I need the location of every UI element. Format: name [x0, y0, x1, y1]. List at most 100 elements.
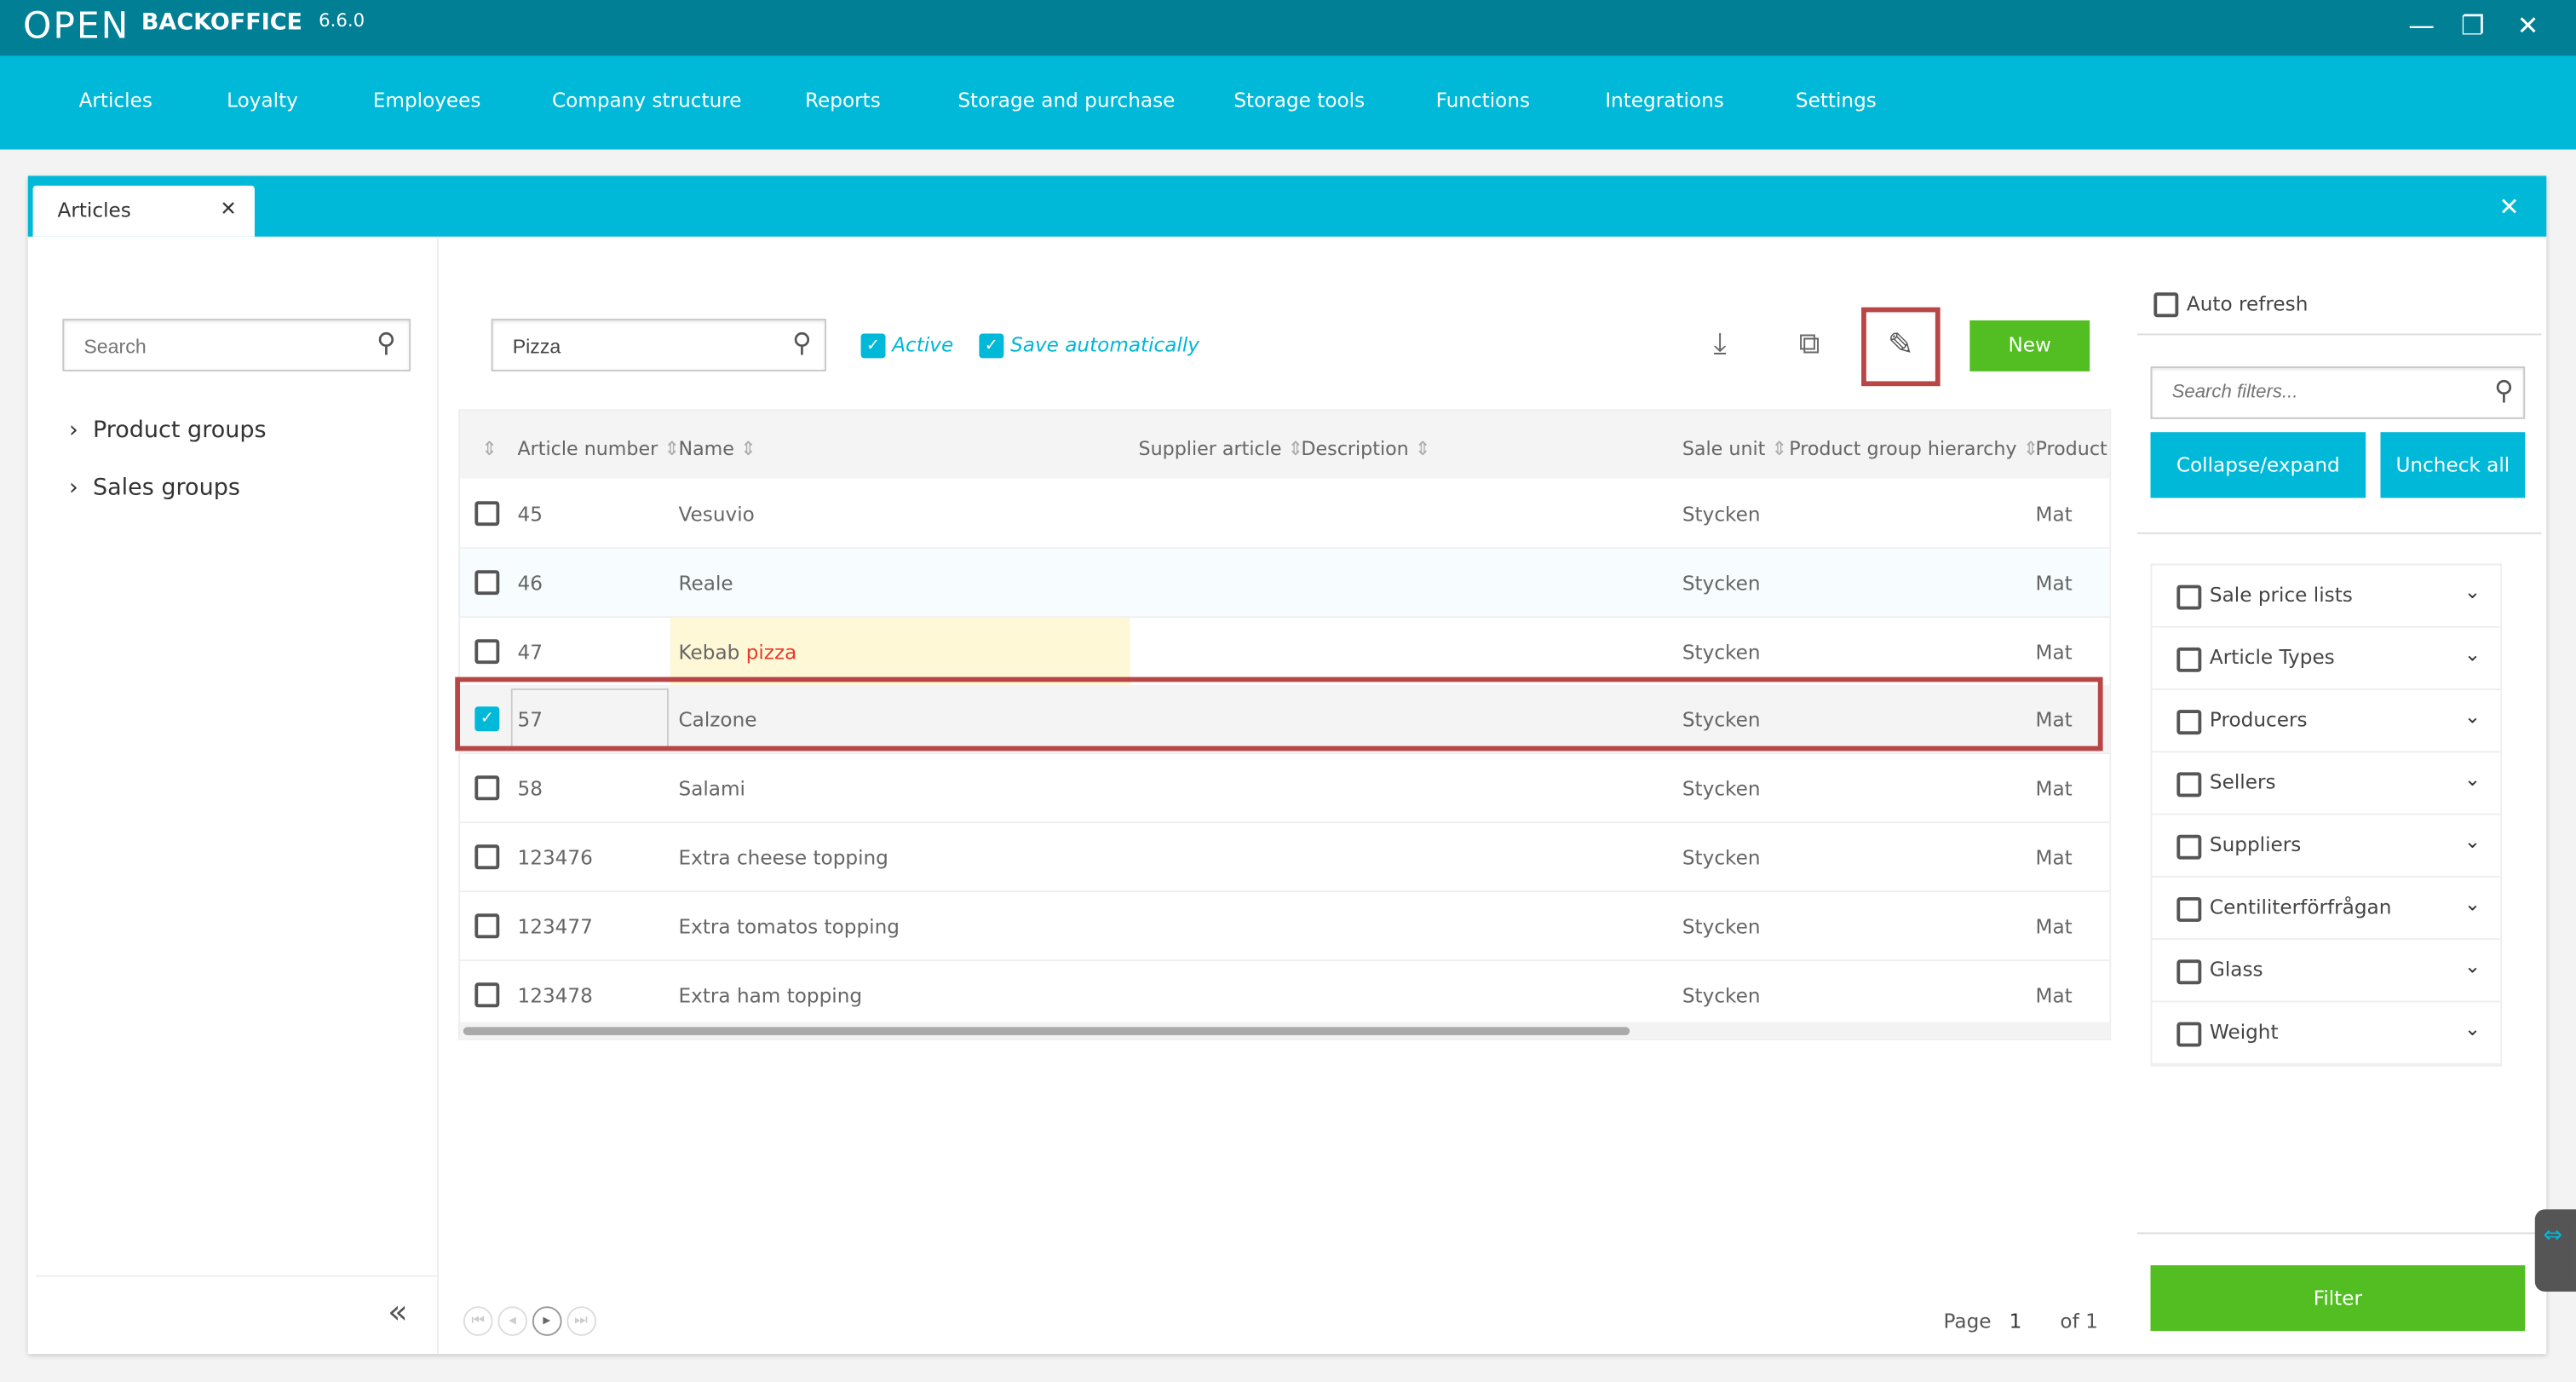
filter-checkbox[interactable]	[2176, 647, 2202, 672]
row-checkbox[interactable]: ✓	[474, 707, 500, 732]
row-checkbox[interactable]	[474, 569, 500, 595]
table-row[interactable]: 46 Reale Stycken Mat	[459, 548, 2110, 618]
filter-search-input[interactable]	[2168, 381, 2471, 405]
uncheck-all-button[interactable]: Uncheck all	[2380, 432, 2526, 498]
horizontal-scrollbar[interactable]	[459, 1022, 2110, 1039]
col-sale-unit[interactable]: Sale unit ⇕	[1682, 436, 1788, 460]
scrollbar-thumb[interactable]	[463, 1027, 1630, 1035]
side-handle[interactable]: ⇔	[2534, 1209, 2576, 1292]
prev-page-button[interactable]: ◂	[497, 1306, 527, 1336]
collapse-expand-button[interactable]: Collapse/expand	[2150, 432, 2366, 498]
chevron-down-icon[interactable]: ⌄	[2464, 767, 2481, 791]
nav-functions[interactable]: Functions	[1435, 89, 1531, 112]
table-row[interactable]: 45 Vesuvio Stycken Mat	[459, 480, 2110, 550]
restore-button[interactable]: ❐	[2460, 9, 2485, 42]
col-product[interactable]: Product	[2035, 436, 2107, 460]
edit-button[interactable]: ✎	[1861, 307, 1941, 387]
table-row[interactable]: 58 Salami Stycken Mat	[459, 754, 2110, 824]
table-row[interactable]: 123476 Extra cheese topping Stycken Mat	[459, 823, 2110, 893]
checkbox-checked[interactable]: ✓	[979, 333, 1004, 359]
filter-group[interactable]: Centiliterförfrågan ⌄	[2152, 878, 2501, 941]
row-checkbox[interactable]	[474, 844, 500, 870]
search-icon[interactable]: ⚲	[2494, 374, 2514, 406]
chevron-down-icon[interactable]: ⌄	[2464, 642, 2481, 666]
filter-group[interactable]: Suppliers ⌄	[2152, 815, 2501, 878]
chevron-down-icon[interactable]: ⌄	[2464, 829, 2481, 853]
download-icon[interactable]: ⤓	[1713, 326, 1727, 362]
panel-close-icon[interactable]: ✕	[2498, 192, 2520, 222]
copy-icon[interactable]: ⧉	[1798, 326, 1820, 362]
filter-checkbox[interactable]	[2176, 584, 2202, 610]
filter-group[interactable]: Glass ⌄	[2152, 940, 2501, 1003]
collapse-sidebar-icon[interactable]: «	[388, 1291, 408, 1332]
chevron-down-icon[interactable]: ⌄	[2464, 705, 2481, 728]
table-row[interactable]: 123478 Extra ham topping Stycken Mat	[459, 960, 2110, 1030]
filter-group[interactable]: Article Types ⌄	[2152, 628, 2501, 690]
chevron-down-icon[interactable]: ⌄	[2464, 954, 2481, 978]
pagination: ⏮ ◂ ▸ ⏭	[463, 1306, 596, 1336]
filter-checkbox[interactable]	[2176, 959, 2202, 985]
filter-group[interactable]: Producers ⌄	[2152, 690, 2501, 753]
filter-group[interactable]: Weight ⌄	[2152, 1002, 2501, 1065]
cell-sale-unit: Stycken	[1682, 708, 1761, 732]
filter-label: Producers	[2209, 708, 2308, 732]
col-name[interactable]: Name ⇕	[678, 436, 756, 460]
filter-checkbox[interactable]	[2176, 1022, 2202, 1047]
new-button[interactable]: New	[1969, 320, 2090, 371]
col-supplier-article[interactable]: Supplier article ⇕	[1138, 436, 1304, 460]
article-search[interactable]: ⚲	[491, 319, 827, 371]
row-checkbox[interactable]	[474, 913, 500, 938]
row-checkbox[interactable]	[474, 775, 500, 801]
nav-articles[interactable]: Articles	[78, 89, 152, 112]
filter-checkbox[interactable]	[2176, 772, 2202, 798]
filter-group[interactable]: Sale price lists ⌄	[2152, 565, 2501, 628]
close-window-button[interactable]: ✕	[2516, 9, 2539, 42]
nav-integrations[interactable]: Integrations	[1605, 89, 1724, 112]
filter-checkbox[interactable]	[2176, 834, 2202, 860]
col-product-group-hierarchy[interactable]: Product group hierarchy ⇕	[1789, 436, 2039, 460]
nav-reports[interactable]: Reports	[804, 89, 881, 112]
chevron-down-icon[interactable]: ⌄	[2464, 1016, 2481, 1040]
search-icon[interactable]: ⚲	[377, 326, 396, 359]
filter-button[interactable]: Filter	[2150, 1264, 2526, 1332]
page-number[interactable]: 1	[2009, 1310, 2022, 1333]
tab-articles[interactable]: Articles ✕	[32, 185, 255, 237]
nav-settings[interactable]: Settings	[1795, 89, 1877, 112]
sidebar-search-input[interactable]	[80, 333, 350, 360]
sidebar-item-product-groups[interactable]: › Product groups	[69, 417, 267, 444]
filter-group[interactable]: Sellers ⌄	[2152, 752, 2501, 815]
table-row[interactable]: 47 Kebab pizza Stycken Mat	[459, 617, 2110, 687]
col-article-number[interactable]: Article number ⇕	[517, 436, 680, 460]
sidebar-item-sales-groups[interactable]: › Sales groups	[69, 475, 240, 501]
chevron-down-icon[interactable]: ⌄	[2464, 579, 2481, 603]
nav-storage-purchase[interactable]: Storage and purchase	[957, 89, 1176, 112]
filter-search[interactable]: ⚲	[2150, 366, 2526, 419]
filter-checkbox[interactable]	[2176, 710, 2202, 735]
next-page-button[interactable]: ▸	[532, 1306, 562, 1336]
nav-loyalty[interactable]: Loyalty	[227, 89, 298, 112]
chevron-down-icon[interactable]: ⌄	[2464, 892, 2481, 916]
sidebar-search[interactable]: ⚲	[62, 319, 411, 371]
first-page-button[interactable]: ⏮	[463, 1306, 493, 1336]
row-checkbox[interactable]	[474, 982, 500, 1007]
checkbox-checked[interactable]: ✓	[860, 333, 886, 359]
col-description[interactable]: Description ⇕	[1301, 436, 1431, 460]
nav-storage-tools[interactable]: Storage tools	[1233, 89, 1366, 112]
cell-product: Mat	[2035, 846, 2073, 870]
table-row[interactable]: ✓ 57 Calzone Stycken Mat	[459, 685, 2110, 755]
filter-checkbox[interactable]	[2176, 896, 2202, 922]
filter-label: Sellers	[2209, 770, 2276, 794]
table-row[interactable]: 123477 Extra tomatos topping Stycken Mat	[459, 891, 2110, 961]
row-checkbox[interactable]	[474, 501, 500, 527]
nav-employees[interactable]: Employees	[372, 89, 481, 112]
checkbox[interactable]	[2153, 292, 2179, 318]
article-search-input[interactable]	[509, 333, 762, 360]
tab-close-icon[interactable]: ✕	[220, 197, 237, 221]
search-icon[interactable]: ⚲	[792, 326, 812, 359]
page-label: Page	[1943, 1310, 1992, 1333]
nav-company-structure[interactable]: Company structure	[551, 89, 742, 112]
row-checkbox[interactable]	[474, 638, 500, 664]
minimize-button[interactable]: —	[2408, 9, 2435, 42]
last-page-button[interactable]: ⏭	[566, 1306, 596, 1336]
sort-icon[interactable]: ⇕	[481, 436, 497, 460]
